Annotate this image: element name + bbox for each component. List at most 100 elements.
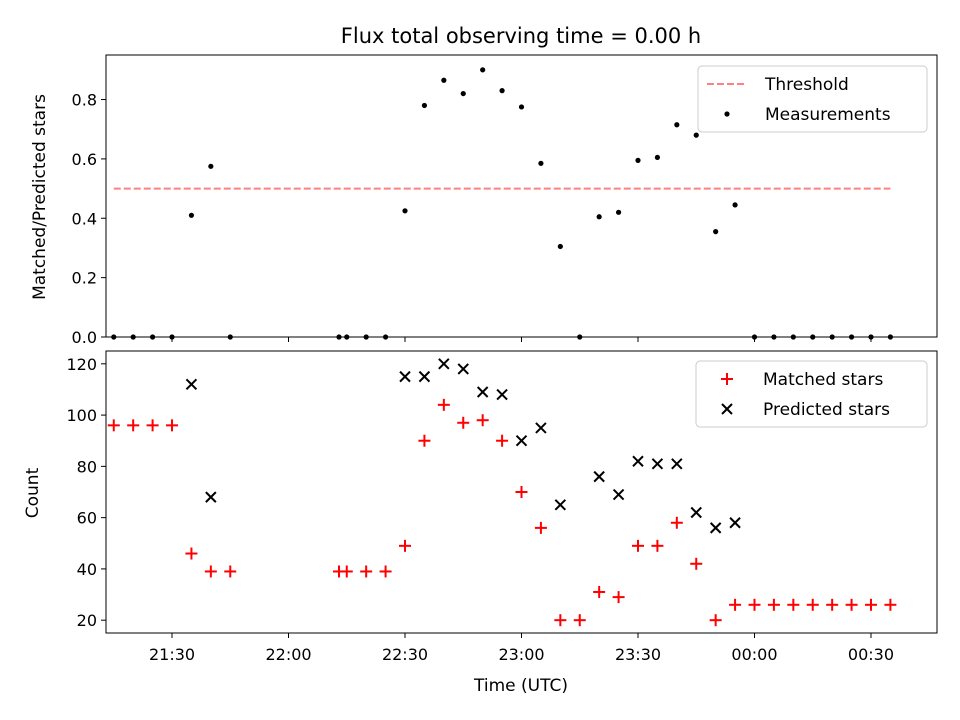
measurement-point — [810, 334, 816, 340]
predicted-point — [418, 370, 431, 383]
predicted-point — [593, 470, 605, 483]
measurement-point — [421, 102, 428, 109]
measurement-point — [460, 90, 466, 97]
predicted-point — [690, 506, 702, 519]
measurement-point — [382, 334, 389, 340]
matched-point — [418, 434, 431, 447]
measurement-point — [111, 334, 117, 340]
matched-point — [554, 614, 567, 627]
measurement-point — [441, 77, 447, 83]
matched-point — [826, 598, 839, 611]
matched-point — [612, 591, 625, 604]
matched-point — [379, 565, 392, 578]
measurement-point — [635, 157, 641, 163]
predicted-point — [554, 499, 567, 511]
matched-point — [845, 598, 858, 611]
matched-point — [767, 598, 780, 611]
matched-point — [806, 598, 819, 611]
matched-point — [864, 598, 877, 611]
measurement-point — [654, 154, 661, 161]
measurement-point — [674, 122, 680, 128]
matched-point — [748, 598, 761, 611]
predicted-point — [515, 435, 528, 447]
measurement-point — [130, 334, 136, 340]
measurement-point — [518, 104, 525, 110]
matched-point — [515, 486, 528, 498]
y-tick-label: 20 — [77, 611, 97, 630]
matched-point — [670, 516, 683, 529]
matched-point — [690, 557, 703, 570]
measurement-point — [169, 334, 175, 340]
legend-predicted-swatch — [721, 403, 733, 415]
matched-point — [437, 398, 450, 411]
bottom-legend: Matched stars Predicted stars — [695, 360, 928, 428]
legend-matched-label: Matched stars — [763, 370, 883, 390]
y-tick-label: 0.4 — [72, 209, 97, 228]
x-tick-label: 23:30 — [615, 645, 661, 664]
y-tick-label: 100 — [66, 406, 97, 425]
matched-point — [224, 565, 237, 578]
measurement-point — [751, 334, 758, 340]
matched-point — [146, 419, 159, 432]
matched-point — [573, 614, 586, 627]
predicted-point — [632, 455, 644, 467]
matched-point — [204, 565, 217, 578]
measurement-point — [149, 334, 156, 340]
matched-point — [787, 598, 800, 611]
predicted-point — [671, 458, 683, 470]
measurement-point — [538, 160, 544, 166]
legend-threshold-label: Threshold — [764, 75, 849, 95]
measurement-point — [713, 229, 719, 235]
predicted-point — [612, 488, 625, 501]
predicted-point — [205, 491, 217, 503]
predicted-point — [535, 422, 547, 434]
x-axis-label: Time (UTC) — [473, 676, 568, 696]
measurement-point — [577, 334, 583, 340]
matched-point — [185, 547, 198, 560]
x-tick-label: 00:30 — [848, 645, 894, 664]
y-tick-label: 0.8 — [72, 91, 97, 110]
bottom-y-axis-label: Count — [23, 467, 43, 518]
y-tick-label: 60 — [77, 509, 97, 528]
measurement-point — [336, 334, 342, 340]
x-tick-label: 23:00 — [498, 645, 544, 664]
legend-measurements-swatch — [724, 111, 730, 117]
x-tick-label: 22:30 — [382, 645, 428, 664]
measurement-point — [848, 334, 855, 340]
matched-point — [127, 419, 140, 432]
matched-point — [166, 419, 179, 432]
measurement-point — [868, 334, 874, 340]
matched-point — [399, 539, 412, 552]
x-tick-label: 21:30 — [149, 645, 195, 664]
top-panel: 0.0 0.2 0.4 0.6 0.8 — [72, 54, 938, 347]
measurement-point — [615, 209, 622, 215]
measurement-point — [596, 214, 602, 220]
matched-point — [884, 598, 897, 611]
predicted-point — [496, 388, 508, 401]
measurement-point — [693, 132, 699, 138]
measurement-point — [771, 334, 777, 340]
x-tick-label: 00:00 — [731, 645, 777, 664]
predicted-point — [457, 363, 469, 375]
y-tick-label: 120 — [66, 355, 97, 374]
matched-point — [340, 565, 353, 578]
measurement-point — [480, 67, 486, 73]
measurement-point — [402, 208, 408, 214]
y-tick-label: 0.6 — [72, 150, 97, 169]
chart-title: Flux total observing time = 0.00 h — [341, 24, 701, 48]
legend-matched-swatch — [721, 373, 733, 385]
measurement-point — [363, 334, 369, 340]
measurement-point — [227, 334, 233, 340]
matched-point — [593, 585, 606, 598]
y-tick-label: 80 — [77, 457, 97, 476]
top-y-axis-label: Matched/Predicted stars — [30, 94, 50, 300]
matched-point — [476, 414, 489, 427]
measurement-point — [188, 212, 195, 218]
measurement-point — [344, 334, 350, 340]
legend-measurements-label: Measurements — [765, 105, 891, 125]
predicted-point — [729, 517, 741, 529]
matched-point — [709, 614, 722, 627]
legend-predicted-label: Predicted stars — [763, 400, 890, 420]
matched-point — [534, 521, 547, 534]
matched-point — [729, 598, 742, 611]
